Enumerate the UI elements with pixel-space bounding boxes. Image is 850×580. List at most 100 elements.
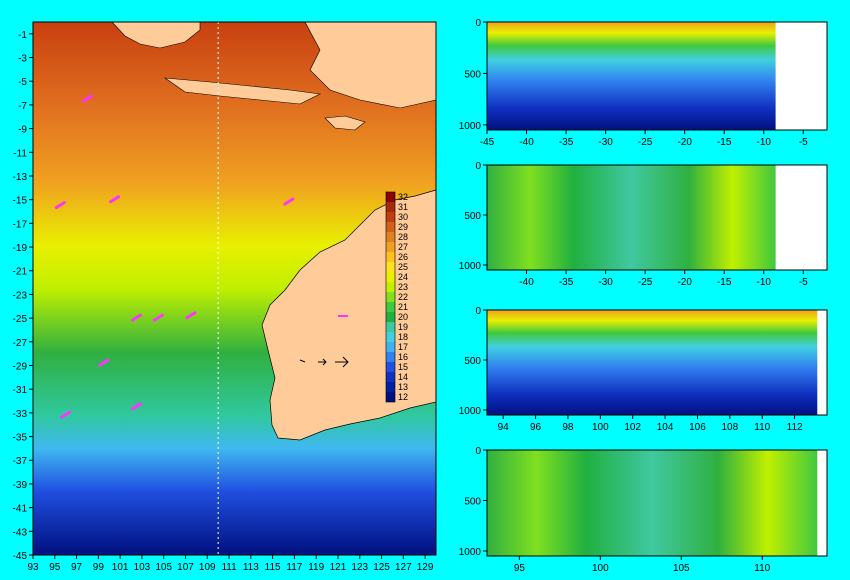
veln-section-lat-23-field — [487, 450, 818, 556]
section-x-tick-label: -10 — [757, 277, 772, 288]
colorbar-tick-label: 25 — [398, 262, 408, 272]
land-java — [163, 77, 322, 105]
map-x-tick-label: 99 — [93, 562, 105, 573]
map-y-tick-label: -45 — [13, 551, 28, 562]
colorbar-tick-label: 30 — [398, 212, 408, 222]
colorbar-swatch — [386, 202, 395, 212]
colorbar-swatch — [386, 332, 395, 342]
drifter-track — [130, 313, 142, 322]
section-x-tick-label: -5 — [799, 137, 808, 148]
veln-section-lat-23-frame — [486, 449, 828, 557]
colorbar-swatch — [386, 382, 395, 392]
map-y-tick-label: -29 — [13, 361, 28, 372]
map-x-tick-label: 105 — [155, 562, 172, 573]
land-timor — [324, 115, 366, 131]
map-y-tick-label: -3 — [18, 54, 27, 65]
section-y-tick-label: 0 — [475, 18, 481, 29]
drifters — [54, 94, 295, 419]
section-x-tick-label: 110 — [754, 422, 770, 433]
map-x-tick-label: 95 — [49, 562, 61, 573]
colorbar-tick-label: 24 — [398, 272, 408, 282]
t-section-lat-23-frame — [486, 309, 828, 416]
section-x-tick-label: 94 — [498, 422, 510, 433]
colorbar-tick-label: 31 — [398, 202, 408, 212]
map-y-tick-label: -37 — [13, 456, 28, 467]
colorbar-tick-label: 29 — [398, 222, 408, 232]
colorbar-swatch — [386, 352, 395, 362]
map-y-tick-label: -9 — [18, 125, 27, 136]
drifter-track — [54, 201, 66, 210]
map-x-tick-label: 127 — [395, 562, 412, 573]
map-x-tick-label: 103 — [134, 562, 151, 573]
colorbar-swatch — [386, 232, 395, 242]
section-x-tick-label: 100 — [592, 422, 609, 433]
section-x-tick-label: -25 — [638, 137, 653, 148]
velocity-arrow-large — [335, 356, 349, 368]
drifter-track — [130, 402, 142, 411]
map-y-tick-label: -39 — [13, 480, 28, 491]
section-x-tick-label: 96 — [530, 422, 542, 433]
colorbar-tick-label: 12 — [398, 392, 408, 402]
map-y-tick-label: -41 — [13, 504, 28, 515]
colorbar-swatch — [386, 392, 395, 402]
map-y-tick-label: -1 — [18, 30, 27, 41]
section-x-tick-label: 110 — [754, 563, 770, 574]
map-x-ticks: 93 95 97 99 101 103 105 107 109 111 113 115 117 119 12… — [27, 555, 434, 573]
vele-section-lon110 — [486, 164, 828, 271]
map-x-tick-label: 109 — [199, 562, 216, 573]
section-x-tick-label: -40 — [519, 137, 534, 148]
land-sumatra — [111, 21, 201, 49]
velocity-arrow-small — [299, 359, 306, 363]
map-y-tick-label: -27 — [13, 338, 28, 349]
colorbar-tick-label: 14 — [398, 372, 408, 382]
colorbar-tick-label: 22 — [398, 292, 408, 302]
section-y-tick-label: 500 — [464, 69, 481, 80]
section-x-tick-label: 112 — [787, 422, 803, 433]
map-panel — [32, 21, 437, 556]
colorbar-tick-label: 23 — [398, 282, 408, 292]
colorbar-swatch — [386, 292, 395, 302]
velocity-arrow-medium — [318, 358, 327, 366]
map-y-tick-label: -25 — [13, 314, 28, 325]
section-y-tick-label: 0 — [475, 161, 481, 172]
section-y-tick-label: 1000 — [459, 547, 482, 558]
colorbar-swatch — [386, 262, 395, 272]
colorbar-tick-label: 15 — [398, 362, 408, 372]
colorbar-tick-label: 21 — [398, 302, 408, 312]
map-x-tick-label: 93 — [27, 562, 39, 573]
map-y-tick-label: -17 — [13, 219, 28, 230]
map-y-tick-label: -43 — [13, 527, 28, 538]
map-x-tick-label: 119 — [308, 562, 324, 573]
colorbar: 3231302928272625242322212019181716151413… — [385, 191, 408, 403]
section-y-tick-label: 500 — [464, 496, 481, 507]
section-x-tick-label: -45 — [480, 137, 495, 148]
section-y-tick-label: 0 — [475, 306, 481, 317]
colorbar-swatch — [386, 252, 395, 262]
map-y-tick-label: -7 — [18, 101, 27, 112]
map-y-tick-label: -35 — [13, 433, 28, 444]
map-x-tick-label: 115 — [265, 562, 281, 573]
colorbar-swatch — [386, 242, 395, 252]
section-x-tick-label: 102 — [624, 422, 641, 433]
map-x-tick-label: 101 — [112, 562, 129, 573]
section-x-tick-label: 105 — [673, 563, 690, 574]
colorbar-swatch — [386, 362, 395, 372]
section-x-tick-label: -20 — [677, 277, 692, 288]
section-x-tick-label: -40 — [519, 277, 534, 288]
map-y-tick-label: -31 — [13, 385, 28, 396]
map-x-tick-label: 97 — [71, 562, 83, 573]
drifter-track — [81, 94, 93, 103]
colorbar-swatch — [386, 222, 395, 232]
colorbar-tick-label: 13 — [398, 382, 408, 392]
map-x-tick-label: 107 — [177, 562, 194, 573]
map-x-tick-label: 125 — [373, 562, 390, 573]
map-x-tick-label: 113 — [243, 562, 259, 573]
colorbar-swatch — [386, 282, 395, 292]
map-y-ticks: -1 -3 -5 -7 -9 -11 -13 -15 -17 -19 -21 -23 -25 -27 -29… — [13, 30, 33, 562]
drifter-track — [152, 313, 164, 322]
section-x-tick-label: 98 — [562, 422, 574, 433]
colorbar-tick-label: 20 — [398, 312, 408, 322]
colorbar-swatch — [386, 302, 395, 312]
